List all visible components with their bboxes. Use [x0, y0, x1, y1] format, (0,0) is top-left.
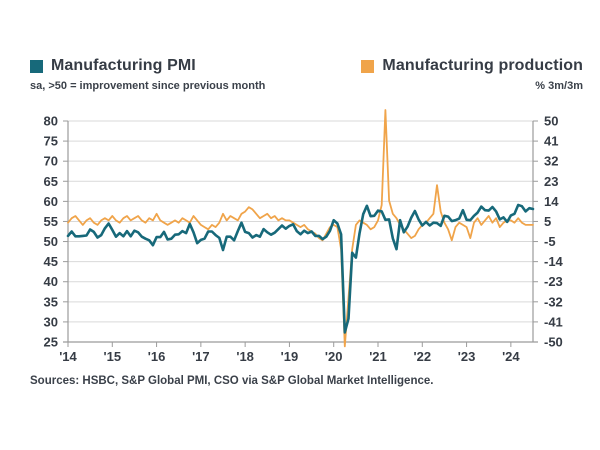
left-axis-tick-label: 80 [44, 114, 58, 129]
left-axis-tick-label: 65 [44, 174, 58, 189]
x-axis-tick-label: '14 [59, 349, 77, 364]
left-axis-tick-label: 55 [44, 214, 58, 229]
left-axis-tick-label: 25 [44, 335, 58, 350]
right-axis-tick-label: 14 [544, 194, 559, 209]
left-axis-tick-label: 30 [44, 314, 58, 329]
x-axis-tick-label: '17 [192, 349, 210, 364]
production-line [67, 109, 534, 348]
left-axis-tick-label: 60 [44, 194, 58, 209]
left-axis-tick-label: 40 [44, 274, 58, 289]
production-legend-sublabel: % 3m/3m [535, 80, 583, 92]
pmi-legend-sublabel: sa, >50 = improvement since previous mon… [30, 80, 266, 92]
source-note: Sources: HSBC, S&P Global PMI, CSO via S… [30, 375, 434, 387]
right-axis-tick-label: 32 [544, 154, 558, 169]
left-axis-tick-label: 45 [44, 254, 58, 269]
pmi-color-swatch [30, 59, 43, 73]
legend-production: Manufacturing production % 3m/3m [361, 57, 583, 92]
pmi-line [66, 203, 535, 334]
x-axis-tick-label: '22 [414, 349, 432, 364]
right-axis-tick-label: -50 [544, 335, 563, 350]
x-axis-tick-label: '16 [148, 349, 166, 364]
production-legend-label: Manufacturing production [382, 57, 583, 74]
right-axis-tick-label: -41 [544, 314, 563, 329]
left-axis-tick-label: 50 [44, 234, 58, 249]
x-axis-tick-label: '23 [458, 349, 476, 364]
right-axis-tick-label: -14 [544, 254, 564, 269]
right-axis-tick-label: -23 [544, 274, 563, 289]
pmi-legend-label: Manufacturing PMI [51, 57, 196, 74]
right-axis-tick-label: -5 [544, 234, 556, 249]
x-axis-tick-label: '18 [236, 349, 254, 364]
right-axis-tick-label: 50 [544, 114, 558, 129]
x-axis-tick-label: '20 [325, 349, 343, 364]
legend-pmi: Manufacturing PMI sa, >50 = improvement … [30, 57, 265, 92]
x-axis-tick-label: '21 [369, 349, 387, 364]
left-axis-tick-label: 35 [44, 294, 58, 309]
x-axis-tick-label: '15 [104, 349, 122, 364]
production-color-swatch [361, 59, 375, 73]
x-axis-tick-label: '24 [502, 349, 520, 364]
right-axis-tick-label: 5 [544, 214, 551, 229]
x-axis-tick-label: '19 [281, 349, 299, 364]
right-axis-tick-label: -32 [544, 294, 563, 309]
right-axis-tick-label: 23 [544, 174, 558, 189]
left-axis-tick-label: 70 [44, 154, 58, 169]
right-axis-tick-label: 41 [544, 134, 558, 149]
left-axis-tick-label: 75 [44, 134, 58, 149]
